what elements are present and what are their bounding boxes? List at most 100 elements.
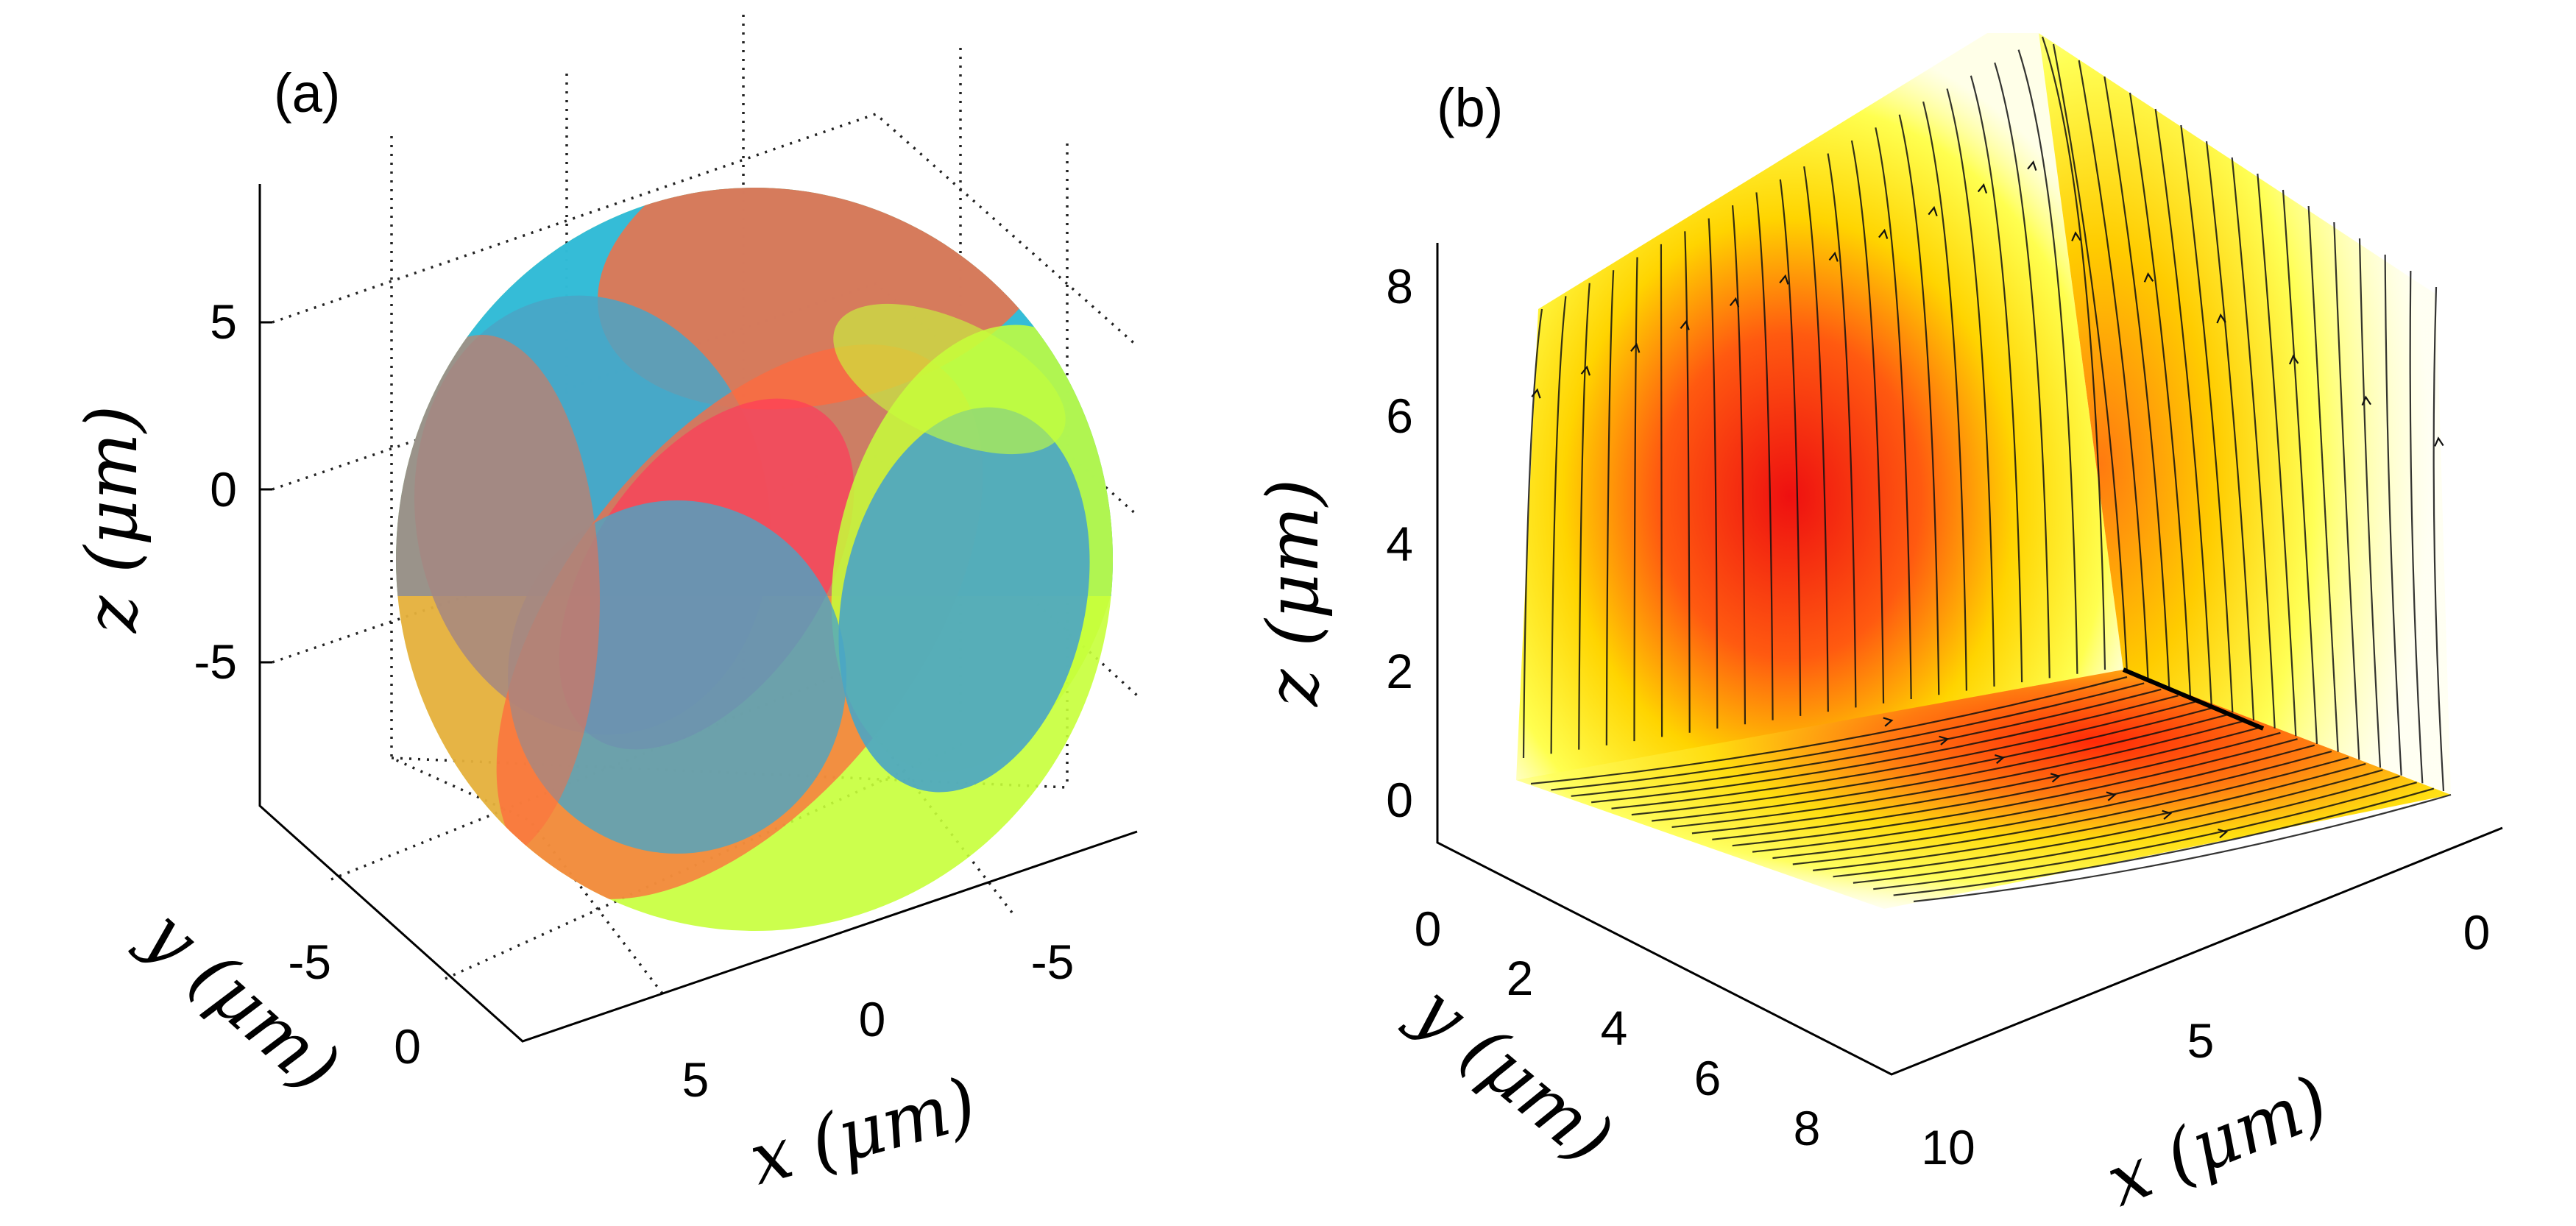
panel-a-z-ticks: 5 0 -5 xyxy=(194,294,237,689)
streamline xyxy=(1691,726,2264,835)
streamline xyxy=(1893,787,2435,896)
streamline xyxy=(1913,793,2452,903)
streamline xyxy=(1850,140,1885,704)
streamline-arrow xyxy=(1928,205,1938,216)
panel-b-axes xyxy=(1436,243,2503,1076)
panel-a-x-ticks: 5 0 -5 xyxy=(682,935,1075,1107)
z-tick-label: 0 xyxy=(1386,773,1413,827)
streamline xyxy=(1605,270,1615,745)
streamline xyxy=(1755,192,1774,720)
panel-a-sphere xyxy=(396,188,1113,931)
panel-b-heatmap xyxy=(1516,33,2451,909)
x-tick-label: 0 xyxy=(859,992,886,1046)
streamline-arrow xyxy=(2218,829,2229,839)
x-tick-label: 0 xyxy=(2463,905,2491,960)
streamline-arrow xyxy=(2050,773,2061,783)
panel-b-x-ticks: 0 5 xyxy=(2187,905,2491,1068)
streamline xyxy=(2409,270,2424,784)
z-tick-label: 4 xyxy=(1386,517,1413,571)
streamline xyxy=(1731,205,1747,725)
streamline xyxy=(2384,254,2402,776)
streamline xyxy=(1898,114,1940,695)
streamline-arrow xyxy=(2216,313,2226,324)
streamline xyxy=(1633,257,1638,742)
z-tick-label: 0 xyxy=(210,462,237,517)
streamline-arrow xyxy=(1977,183,1988,194)
streamline xyxy=(1875,127,1912,700)
streamline xyxy=(1708,218,1719,729)
streamline xyxy=(1671,719,2247,829)
streamline-arrow xyxy=(2071,231,2081,241)
streamline xyxy=(2257,173,2297,737)
panel-a-sphere-plot: (a) xyxy=(71,15,1139,1201)
streamline xyxy=(1530,676,2128,785)
streamline xyxy=(2180,124,2234,713)
streamline xyxy=(1571,688,2162,797)
y-tick-label: 6 xyxy=(1694,1051,1722,1105)
streamline xyxy=(1922,101,1967,691)
streamline xyxy=(1994,62,2050,678)
panel-a-y-axis-label: y (μm) xyxy=(127,891,355,1108)
streamline xyxy=(1712,731,2281,840)
streamline xyxy=(1551,682,2145,791)
streamline xyxy=(1752,744,2315,853)
streamline xyxy=(1779,179,1802,716)
streamline xyxy=(1792,756,2349,865)
y-tick-label: 2 xyxy=(1507,951,1534,1005)
panel-b-label: (b) xyxy=(1437,77,1503,138)
streamline xyxy=(2231,157,2276,729)
streamline xyxy=(2307,205,2339,752)
streamline-arrow xyxy=(2162,809,2173,820)
streamline xyxy=(1803,166,1829,712)
streamline xyxy=(2103,76,2170,690)
streamline-arrow xyxy=(2361,395,2371,406)
streamline xyxy=(2017,49,2078,674)
streamline-arrow xyxy=(1630,342,1641,353)
z-tick-label: 5 xyxy=(210,294,237,349)
streamline xyxy=(1611,701,2195,809)
streamline-arrow xyxy=(2434,436,2444,447)
panel-a-z-axis-label: z (μm) xyxy=(71,405,153,634)
streamline xyxy=(1578,283,1590,750)
z-tick-label: -5 xyxy=(194,634,237,689)
streamline xyxy=(1591,695,2179,804)
z-tick-label: 6 xyxy=(1386,389,1413,443)
streamline-arrow xyxy=(1580,365,1591,376)
streamline xyxy=(1732,738,2298,847)
streamline xyxy=(1522,308,1543,759)
streamline xyxy=(2205,141,2255,721)
streamline xyxy=(1946,88,1995,687)
streamline xyxy=(2078,60,2149,681)
streamline-arrow xyxy=(1883,717,1894,727)
streamline-arrow xyxy=(2027,160,2037,171)
panel-a-y-ticks: -5 0 xyxy=(288,935,421,1074)
streamline xyxy=(1873,782,2417,890)
y-tick-label: 0 xyxy=(1415,901,1442,956)
panel-b-streamlines xyxy=(1522,36,2452,903)
panel-b-y-ticks: 0 2 4 6 8 10 xyxy=(1415,901,1975,1174)
streamline xyxy=(2129,92,2192,698)
y-tick-label: 10 xyxy=(1921,1120,1975,1174)
x-tick-label: -5 xyxy=(1031,935,1075,989)
streamline xyxy=(2052,43,2129,674)
streamline-arrow xyxy=(1729,297,1740,308)
panel-b-z-axis-label: z (μm) xyxy=(1252,479,1334,707)
panel-b-streamline-plot: (b) 8 6 4 2 0 0 2 4 6 8 10 xyxy=(1252,33,2503,1222)
z-tick-label: 2 xyxy=(1386,644,1413,698)
streamline xyxy=(1684,231,1691,733)
streamline xyxy=(1970,75,2023,683)
streamline xyxy=(2154,108,2212,705)
streamline xyxy=(1660,244,1663,737)
streamline-arrow xyxy=(1878,228,1889,239)
panel-b-z-ticks: 8 6 4 2 0 xyxy=(1386,259,1413,827)
y-tick-label: 4 xyxy=(1601,1001,1628,1055)
streamline xyxy=(1827,153,1857,708)
streamline xyxy=(1853,775,2400,884)
streamline-arrow xyxy=(1779,274,1789,285)
y-tick-label: 0 xyxy=(394,1019,421,1074)
y-tick-label: -5 xyxy=(288,935,331,989)
streamline xyxy=(2358,238,2382,768)
streamline xyxy=(2432,286,2445,792)
streamline xyxy=(2041,36,2106,670)
